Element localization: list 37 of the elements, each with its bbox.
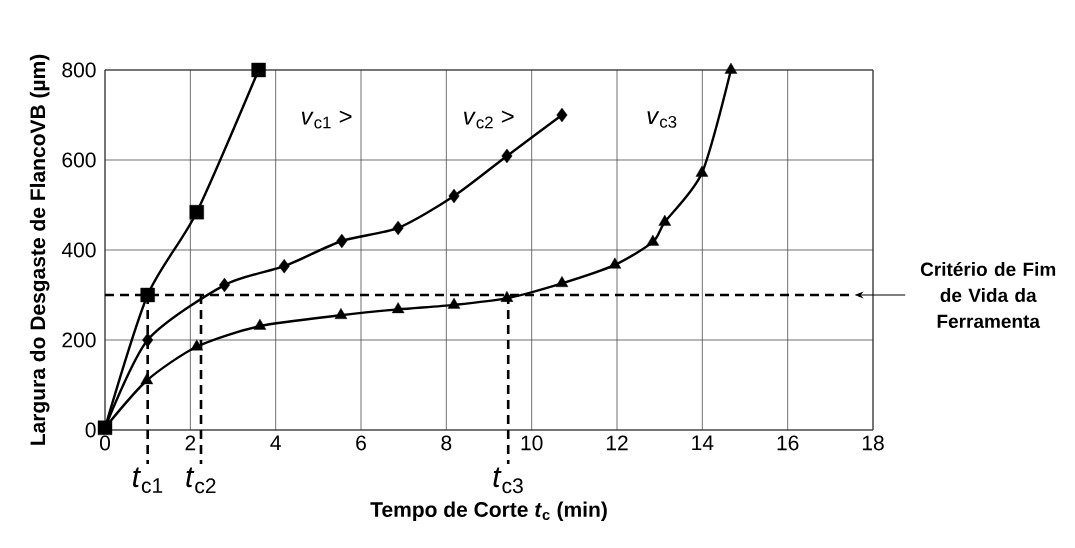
x-tick-label: 8 [441, 435, 452, 451]
point [501, 148, 513, 164]
series-label: v$_{c3}$ [647, 111, 677, 128]
ref-line-label: t$_{c3}$ [493, 467, 523, 494]
y-tick-label: 0 [85, 422, 96, 438]
x-tick-label: 12 [606, 435, 628, 451]
x-tick-label: 10 [521, 435, 543, 451]
x-tick-label: 16 [777, 435, 799, 451]
y-tick-label: 400 [61, 242, 96, 258]
point [448, 188, 460, 204]
point [251, 62, 266, 78]
point [336, 233, 348, 249]
y-tick-label: 600 [62, 152, 96, 168]
point [608, 257, 622, 269]
point [189, 204, 204, 220]
y-axis-title: Largura do Desgaste de FlancoVB (µm) [29, 54, 50, 445]
point [392, 220, 404, 236]
point [97, 420, 113, 435]
y-tick-label: 200 [62, 332, 96, 348]
x-axis-title: Tempo de Corte t$_{c}$ (min) [370, 501, 607, 522]
x-tick-label: 2 [185, 435, 196, 451]
point [447, 297, 461, 309]
point [724, 62, 738, 74]
x-tick-label: 14 [692, 435, 714, 450]
x-tick-label: 6 [356, 435, 366, 451]
point [278, 258, 290, 274]
series-label: v$_{c2}$ > [463, 110, 514, 129]
x-tick-label: 18 [862, 435, 884, 451]
x-tick-label: 4 [270, 435, 281, 450]
y-tick-label: 800 [62, 62, 96, 78]
ref-line-label: t$_{c1}$ [133, 467, 163, 493]
point [556, 107, 568, 123]
point [391, 302, 405, 314]
ref-line-label: Critério de Fim de Vida da Ferramenta [920, 261, 1056, 329]
ref-line-label: t$_{c2}$ [186, 467, 216, 494]
x-tick-label: 0 [99, 435, 111, 451]
text: v$_{c1}$ > [301, 110, 352, 129]
